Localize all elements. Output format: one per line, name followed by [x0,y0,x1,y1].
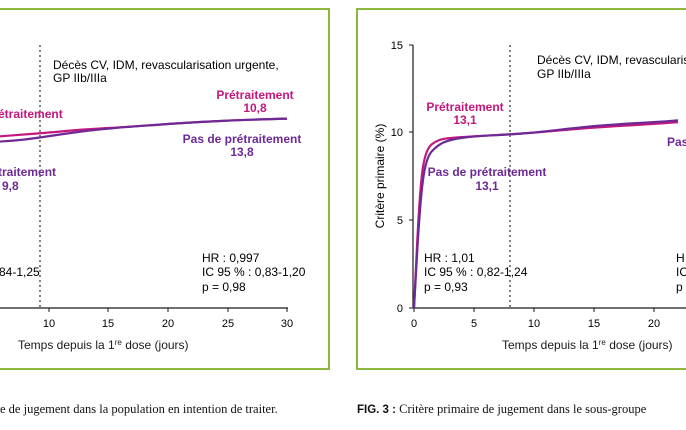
panel-right-y-axis-label: Critère primaire (%) [373,124,387,229]
panel-left-label-pre-late-2: 10,8 [243,101,267,115]
panel-right-y-ticks: 15 10 5 0 [391,40,413,315]
panel-left-stats-ic: IC 95 % : 0,83-1,20 [202,265,306,279]
panel-left-endpoint-line1: Décès CV, IDM, revascularisation urgente… [53,58,279,72]
panel-right-stats-right-p: p [676,280,683,294]
panel-right-stats-right-ic: IC [676,265,686,279]
panel-right-label-nopre-2: 13,1 [475,179,499,193]
caption-right-text: Critère primaire de jugement dans le sou… [399,402,647,416]
panel-right-endpoint-line1: Décès CV, IDM, revascularisa [537,53,686,67]
panel-left-stats-hr: HR : 0,997 [202,251,260,265]
x-tick-label: 5 [471,318,477,330]
panel-right-stats-p: p = 0,93 [424,280,468,294]
panel-right-curves [412,119,679,309]
panel-left-label-nopre-early-2: 9,8 [2,179,19,193]
panel-left-stats-p: p = 0,98 [202,280,246,294]
y-tick-label: 10 [391,127,403,139]
panel-right-stats-ic: IC 95 % : 0,82-1,24 [424,265,528,279]
x-tick-label: 20 [648,318,660,330]
panel-right-x-axis-label: Temps depuis la 1re dose (jours) [502,338,673,352]
panel-left-stats-left: 84-1,25 [0,265,40,279]
y-tick-label: 15 [391,40,403,52]
panel-left-label-nopre-early-1: traitement [0,165,56,179]
y-tick-label: 5 [397,215,403,227]
panel-left-curves [0,117,288,143]
panel-left-label-pre-early: étraitement [0,107,63,121]
panel-right-label-nopre-1: Pas de prétraitement [428,165,547,179]
x-tick-label: 0 [411,318,417,330]
panel-left-label-pre-late-1: Prétraitement [216,88,293,102]
panel-left-endpoint-line2: GP IIb/IIIa [53,71,107,85]
panel-right-stats-hr: HR : 1,01 [424,251,475,265]
x-tick-label: 15 [588,318,600,330]
panel-right-label-nopre-right: Pas [667,135,686,149]
x-tick-label: 30 [281,318,293,330]
x-tick-label: 20 [162,318,174,330]
panel-left-x-axis-label: Temps depuis la 1re dose (jours) [18,338,189,352]
panel-right-label-pre-2: 13,1 [453,113,477,127]
curve-pas-de-pretraitement [412,119,679,309]
panel-right-endpoint-line2: GP IIb/IIIa [537,67,591,81]
x-tick-label: 10 [528,318,540,330]
panel-right-x-ticks: 0 5 10 15 20 [411,308,660,330]
caption-left: e de jugement dans la population en inte… [0,402,278,416]
y-tick-label: 0 [397,303,403,315]
panel-left-x-ticks: 10 15 20 25 30 [43,308,293,330]
panel-left-label-nopre-late-1: Pas de prétraitement [183,132,302,146]
x-tick-label: 15 [102,318,114,330]
x-tick-label: 10 [43,318,55,330]
panel-right-stats-right-hr: H [676,251,685,265]
panel-left-label-nopre-late-2: 13,8 [230,145,254,159]
x-tick-label: 25 [222,318,234,330]
caption-right: FIG. 3 : Critère primaire de jugement da… [357,402,646,417]
panel-right: 15 10 5 0 Critère primaire (%) 0 5 10 15… [356,8,686,370]
caption-right-prefix: FIG. 3 : [357,404,396,416]
curve-pas-de-pretraitement [0,117,288,143]
panel-left: 10 15 20 25 30 Temps depuis la 1re dose … [0,8,330,370]
panel-right-label-pre-1: Prétraitement [426,100,503,114]
